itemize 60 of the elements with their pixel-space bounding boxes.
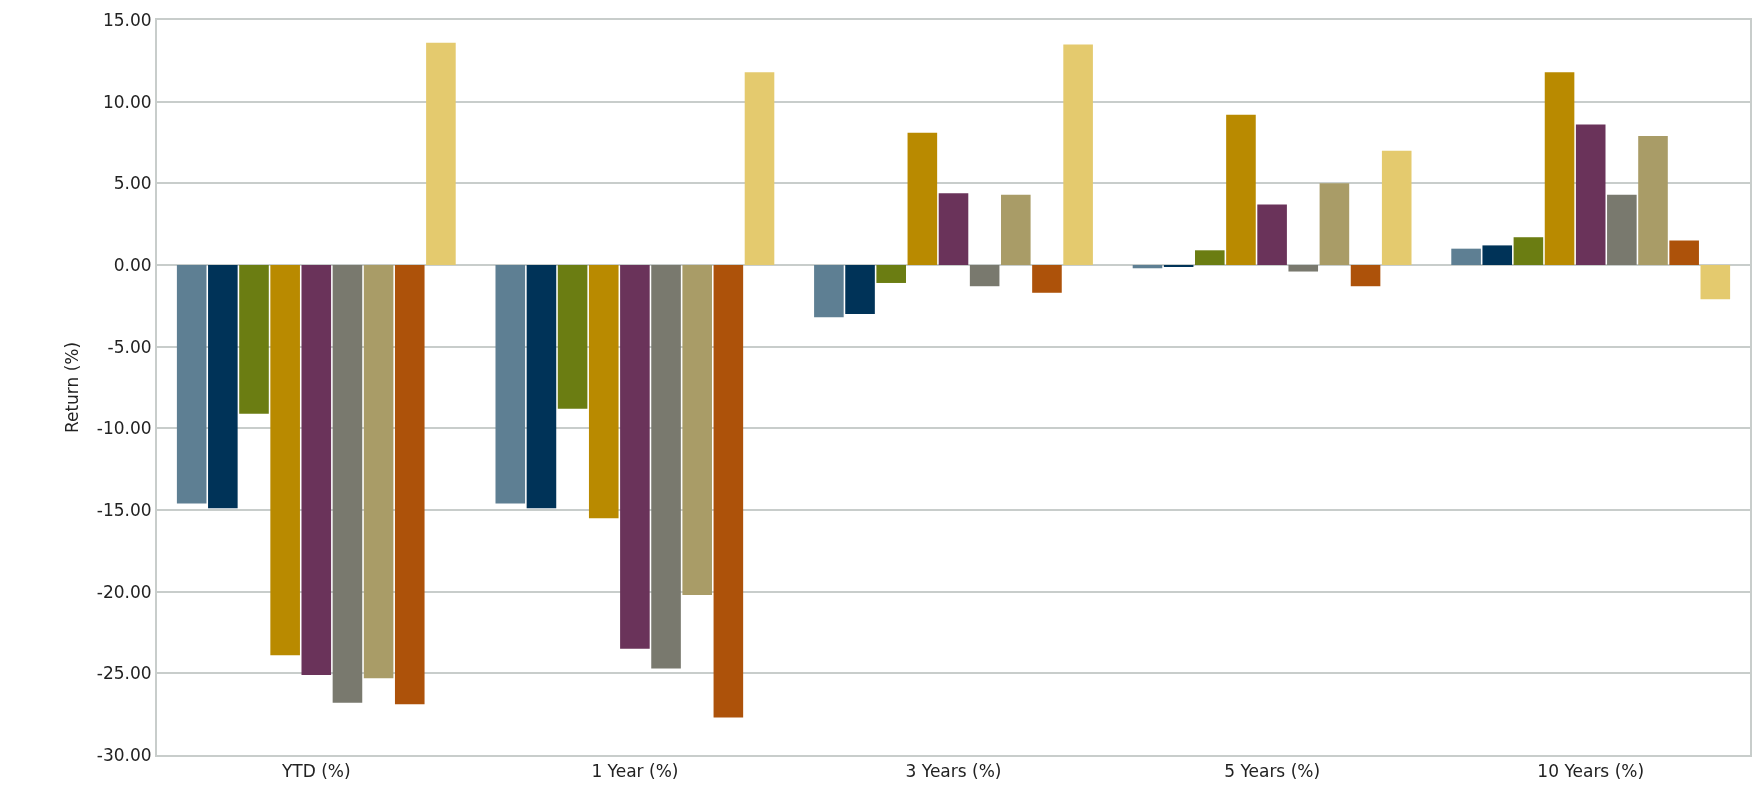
bar	[1319, 183, 1350, 265]
y-tick-label: -25.00	[96, 663, 152, 684]
bar	[208, 265, 238, 509]
bar	[1381, 150, 1412, 265]
bar	[1513, 237, 1544, 265]
bar	[845, 265, 875, 314]
bar	[907, 132, 938, 265]
bar	[1350, 265, 1381, 287]
bar	[1001, 194, 1031, 265]
bar	[176, 265, 207, 504]
bar	[426, 42, 456, 265]
y-axis-title: Return (%)	[61, 341, 82, 434]
bar	[744, 72, 775, 265]
bar	[1288, 265, 1319, 272]
bar	[713, 265, 744, 718]
bar	[1482, 245, 1513, 265]
x-tick-label: 5 Years (%)	[1224, 761, 1321, 782]
bar	[270, 265, 300, 656]
bar	[651, 265, 681, 669]
bar	[526, 265, 557, 509]
bar	[363, 265, 394, 679]
bar	[1638, 135, 1668, 265]
bar	[1226, 114, 1256, 265]
x-tick-label: 1 Year (%)	[591, 761, 679, 782]
y-tick-label: -5.00	[107, 336, 152, 357]
bar	[239, 265, 269, 414]
x-tick-label: 10 Years (%)	[1537, 761, 1645, 782]
bar	[1257, 204, 1287, 265]
bar	[682, 265, 712, 595]
x-tick-label: YTD (%)	[280, 761, 351, 782]
x-tick-label: 3 Years (%)	[905, 761, 1002, 782]
bar	[1032, 265, 1062, 293]
bar	[1669, 240, 1699, 265]
y-tick-label: 5.00	[113, 173, 152, 194]
bar	[938, 193, 969, 265]
bar	[394, 265, 425, 705]
bar	[495, 265, 526, 504]
bar	[557, 265, 588, 409]
bar	[814, 265, 844, 318]
bar	[588, 265, 619, 519]
bar	[1132, 265, 1163, 269]
bar	[969, 265, 1000, 287]
y-tick-label: -20.00	[96, 581, 152, 602]
bar	[1575, 124, 1606, 265]
y-tick-label: -10.00	[96, 418, 152, 439]
bar	[876, 265, 906, 283]
bar	[1544, 72, 1575, 265]
bar	[1607, 194, 1637, 265]
bar	[620, 265, 650, 649]
y-tick-label: 0.00	[113, 254, 152, 275]
bar	[1063, 44, 1093, 265]
y-tick-label: 10.00	[102, 91, 152, 112]
bar	[332, 265, 363, 703]
bar	[301, 265, 332, 675]
y-tick-label: -30.00	[96, 744, 152, 765]
bar	[1451, 248, 1481, 265]
bar	[1700, 265, 1731, 300]
bar	[1195, 250, 1225, 265]
y-tick-label: 15.00	[102, 9, 152, 30]
y-tick-label: -15.00	[96, 499, 152, 520]
